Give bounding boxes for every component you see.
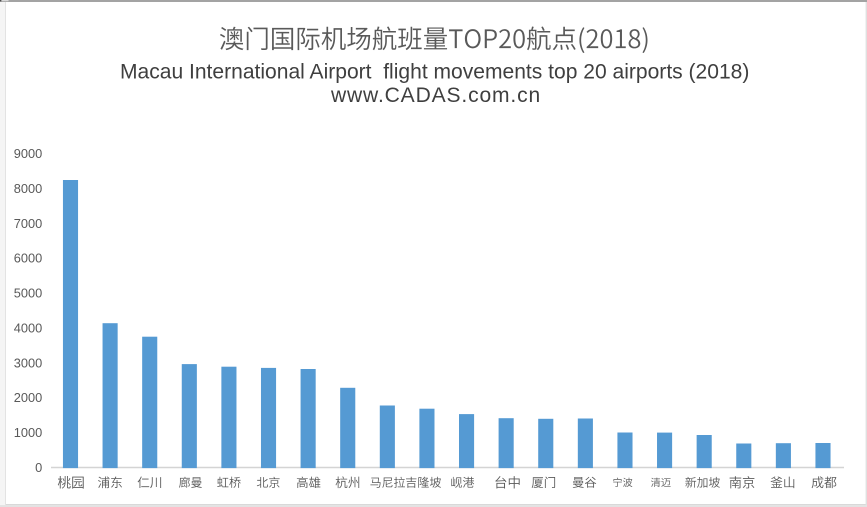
svg-text:www.CADAS.com.cn: www.CADAS.com.cn: [330, 84, 541, 107]
svg-text:5000: 5000: [14, 286, 42, 301]
svg-text:Macau International Airport f: Macau International Airport flight movem…: [120, 60, 749, 83]
svg-text:1000: 1000: [14, 425, 42, 440]
svg-text:3000: 3000: [14, 355, 42, 370]
svg-text:8000: 8000: [14, 181, 42, 196]
svg-text:2000: 2000: [14, 390, 42, 405]
svg-text:9000: 9000: [14, 146, 42, 161]
svg-text:4000: 4000: [14, 320, 42, 335]
svg-text:6000: 6000: [14, 251, 42, 266]
svg-text:0: 0: [35, 460, 42, 475]
svg-text:7000: 7000: [14, 216, 42, 231]
